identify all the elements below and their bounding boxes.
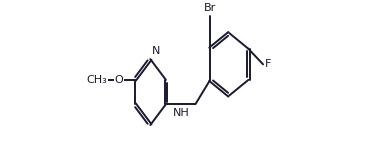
Text: O: O bbox=[115, 75, 124, 85]
Text: N: N bbox=[152, 46, 160, 56]
Text: Br: Br bbox=[204, 3, 216, 13]
Text: CH₃: CH₃ bbox=[86, 75, 107, 85]
Text: NH: NH bbox=[173, 108, 190, 118]
Text: F: F bbox=[265, 59, 272, 69]
